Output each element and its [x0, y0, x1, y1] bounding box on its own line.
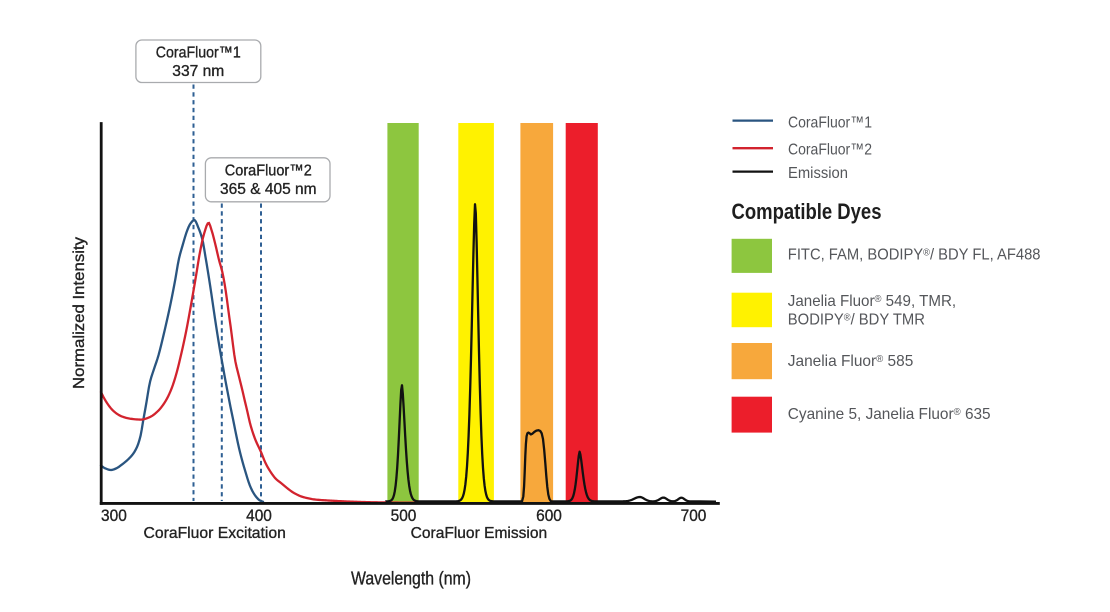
svg-text:CoraFluor™2: CoraFluor™2 — [788, 141, 872, 158]
svg-text:Janelia Fluor® 585: Janelia Fluor® 585 — [788, 353, 914, 370]
svg-text:500: 500 — [391, 506, 417, 525]
svg-text:Janelia Fluor® 549, TMR,: Janelia Fluor® 549, TMR, — [788, 293, 956, 310]
svg-text:Normalized Intensity: Normalized Intensity — [71, 237, 88, 389]
svg-text:CoraFluor™2: CoraFluor™2 — [225, 163, 312, 180]
svg-text:Cyanine 5, Janelia Fluor® 635: Cyanine 5, Janelia Fluor® 635 — [788, 406, 991, 423]
svg-text:BODIPY®/ BDY TMR: BODIPY®/ BDY TMR — [788, 311, 925, 328]
svg-text:FITC, FAM, BODIPY®/ BDY FL, AF: FITC, FAM, BODIPY®/ BDY FL, AF488 — [788, 247, 1041, 264]
svg-text:Compatible Dyes: Compatible Dyes — [732, 199, 882, 224]
svg-text:337 nm: 337 nm — [172, 63, 224, 80]
svg-text:CoraFluor Emission: CoraFluor Emission — [411, 525, 548, 542]
svg-text:700: 700 — [681, 506, 707, 525]
svg-text:Wavelength (nm): Wavelength (nm) — [351, 569, 471, 589]
svg-text:CoraFluor Excitation: CoraFluor Excitation — [144, 525, 286, 542]
svg-text:300: 300 — [101, 506, 127, 525]
svg-text:600: 600 — [536, 506, 562, 525]
svg-text:365 & 405 nm: 365 & 405 nm — [220, 181, 317, 198]
svg-text:Emission: Emission — [788, 165, 848, 182]
svg-text:400: 400 — [246, 506, 272, 525]
svg-text:CoraFluor™1: CoraFluor™1 — [156, 45, 241, 62]
svg-text:CoraFluor™1: CoraFluor™1 — [788, 115, 872, 132]
